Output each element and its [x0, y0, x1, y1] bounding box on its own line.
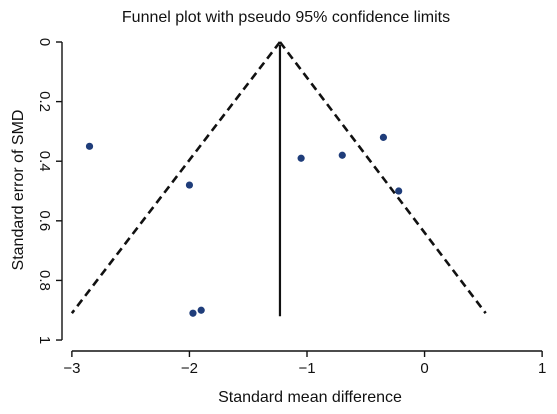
study-point: [186, 181, 193, 188]
y-tick-label: 0.6: [36, 210, 53, 231]
funnel-lines: [72, 42, 486, 316]
study-point: [380, 134, 387, 141]
study-point: [86, 143, 93, 150]
x-axis-label: Standard mean difference: [218, 389, 402, 406]
study-point: [298, 155, 305, 162]
chart-title: Funnel plot with pseudo 95% confidence l…: [122, 9, 450, 26]
y-tick-label: 0: [36, 38, 53, 46]
x-tick-label: 1: [538, 360, 546, 377]
study-point: [198, 307, 205, 314]
study-point: [189, 310, 196, 317]
y-axis-label: Standard error of SMD: [10, 110, 27, 271]
y-tick-label: 1: [36, 336, 53, 344]
x-tick-label: −2: [181, 360, 198, 377]
left-confidence-limit-line: [72, 42, 280, 313]
x-tick-label: −1: [298, 360, 315, 377]
study-point: [339, 152, 346, 159]
study-points: [86, 134, 402, 317]
x-tick-label: −3: [63, 360, 80, 377]
x-tick-label: 0: [420, 360, 428, 377]
y-tick-label: 0.2: [36, 91, 53, 112]
right-confidence-limit-line: [280, 42, 486, 313]
y-tick-label: 0.4: [36, 151, 53, 172]
study-point: [395, 187, 402, 194]
y-tick-label: 0.8: [36, 270, 53, 291]
axes: −3 −2 −1 0 1 0 0.2 0.4 0.6 0.8 1: [36, 38, 546, 377]
